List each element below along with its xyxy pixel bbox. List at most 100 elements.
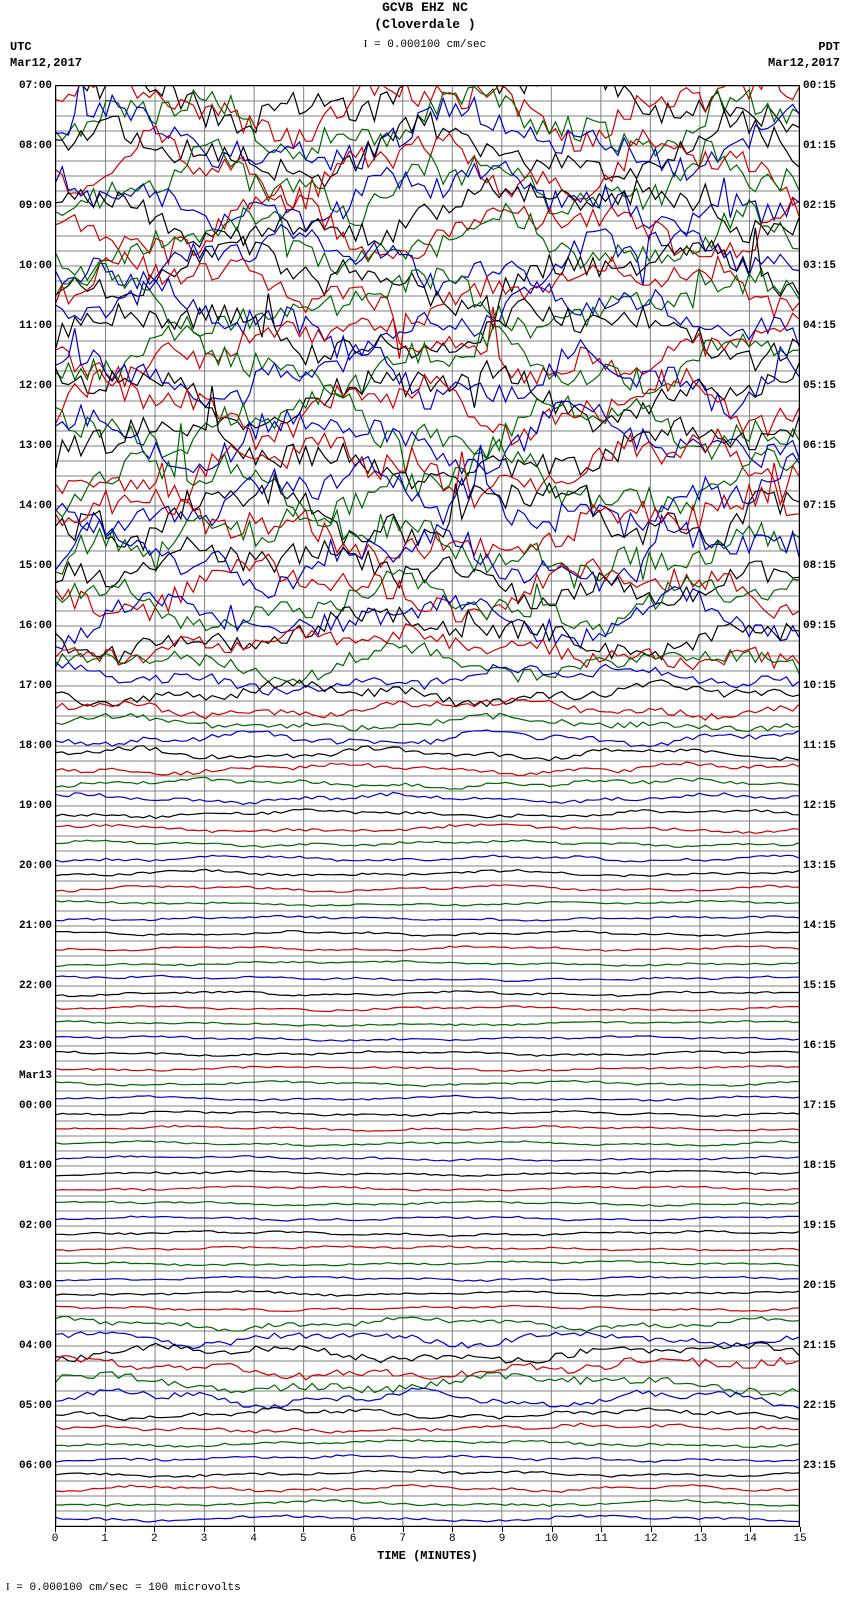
left-hour-label: 03:00: [8, 1280, 52, 1292]
seismic-trace: [56, 1372, 799, 1396]
right-hour-label: 01:15: [803, 140, 845, 152]
seismic-trace: [56, 1306, 799, 1312]
left-hour-label: 11:00: [8, 320, 52, 332]
x-tick: [502, 1527, 503, 1532]
left-hour-label: 17:00: [8, 680, 52, 692]
seismic-trace: [56, 294, 799, 371]
station-location: (Cloverdale ): [0, 17, 850, 34]
seismogram-container: GCVB EHZ NC (Cloverdale ) I = 0.000100 c…: [0, 0, 850, 1613]
seismic-trace: [56, 777, 799, 789]
seismic-trace: [56, 1455, 799, 1462]
right-hour-label: 14:15: [803, 920, 845, 932]
seismic-trace: [56, 1515, 799, 1522]
right-hour-label: 12:15: [803, 800, 845, 812]
right-hour-label: 07:15: [803, 500, 845, 512]
helicorder-plot: 07:0008:0009:0010:0011:0012:0013:0014:00…: [55, 85, 800, 1527]
seismic-trace: [56, 855, 799, 862]
right-hour-label: 08:15: [803, 560, 845, 572]
scale-note: I = 0.000100 cm/sec: [0, 38, 850, 51]
seismic-trace: [56, 662, 799, 695]
seismic-trace: [56, 1125, 799, 1131]
seismic-trace: [56, 570, 799, 635]
left-hour-label: 13:00: [8, 440, 52, 452]
seismic-trace: [56, 1156, 799, 1161]
left-timezone: UTC Mar12,2017: [10, 40, 82, 71]
seismic-trace: [56, 1407, 799, 1420]
seismic-trace: [56, 746, 799, 761]
seismic-trace: [56, 607, 799, 663]
x-tick: [701, 1527, 702, 1532]
x-tick: [55, 1527, 56, 1532]
seismic-trace: [56, 423, 799, 523]
seismic-trace: [56, 916, 799, 921]
x-tick: [601, 1527, 602, 1532]
left-hour-label: 12:00: [8, 380, 52, 392]
seismic-trace: [56, 1423, 799, 1433]
right-hour-label: 19:15: [803, 1220, 845, 1232]
left-hour-label: 02:00: [8, 1220, 52, 1232]
left-hour-label: 10:00: [8, 260, 52, 272]
seismic-trace: [56, 1291, 799, 1296]
left-tz-label: UTC: [10, 40, 82, 56]
seismic-trace: [56, 516, 799, 598]
left-hour-label: 22:00: [8, 980, 52, 992]
seismic-trace: [56, 869, 799, 876]
seismic-trace: [56, 1201, 799, 1206]
x-axis-label: TIME (MINUTES): [55, 1549, 800, 1563]
x-tick-label: 3: [201, 1533, 208, 1545]
left-hour-label: 09:00: [8, 200, 52, 212]
seismic-trace: [56, 1081, 799, 1087]
seismic-trace: [56, 87, 799, 160]
seismic-trace: [56, 792, 799, 804]
scale-text: = 0.000100 cm/sec: [374, 39, 486, 51]
seismic-trace: [56, 1171, 799, 1177]
right-hour-label: 18:15: [803, 1160, 845, 1172]
x-tick-label: 5: [300, 1533, 307, 1545]
x-axis: TIME (MINUTES) 0123456789101112131415: [55, 1527, 800, 1577]
x-tick: [254, 1527, 255, 1532]
left-hour-label: 00:00: [8, 1100, 52, 1112]
seismic-trace: [56, 1317, 799, 1332]
right-hour-label: 00:15: [803, 80, 845, 92]
left-hour-label: 04:00: [8, 1340, 52, 1352]
seismic-trace: [56, 200, 799, 280]
right-hour-label: 10:15: [803, 680, 845, 692]
seismic-trace: [56, 1216, 799, 1221]
seismic-trace: [56, 1051, 799, 1056]
left-hour-label: 08:00: [8, 140, 52, 152]
seismic-trace: [56, 1186, 799, 1191]
left-hour-label: 14:00: [8, 500, 52, 512]
seismic-trace: [56, 1261, 799, 1266]
right-hour-label: 21:15: [803, 1340, 845, 1352]
x-tick-label: 9: [499, 1533, 506, 1545]
right-tz-label: PDT: [768, 40, 840, 56]
seismic-trace: [56, 885, 799, 893]
right-hour-label: 16:15: [803, 1040, 845, 1052]
left-hour-label: 06:00: [8, 1460, 52, 1472]
left-hour-label: 07:00: [8, 80, 52, 92]
right-timezone: PDT Mar12,2017: [768, 40, 840, 71]
helicorder-svg: [56, 86, 799, 1526]
right-hour-label: 03:15: [803, 260, 845, 272]
right-hour-label: 23:15: [803, 1460, 845, 1472]
x-tick-label: 11: [595, 1533, 608, 1545]
seismic-trace: [56, 946, 799, 951]
seismic-trace: [56, 1231, 799, 1237]
footer-text: = 0.000100 cm/sec = 100 microvolts: [16, 1582, 240, 1594]
x-tick: [105, 1527, 106, 1532]
seismic-trace: [56, 185, 799, 263]
seismic-trace: [56, 1111, 799, 1117]
seismic-trace: [56, 1141, 799, 1146]
x-tick: [204, 1527, 205, 1532]
right-hour-label: 20:15: [803, 1280, 845, 1292]
right-hour-label: 04:15: [803, 320, 845, 332]
seismic-trace: [56, 1021, 799, 1026]
x-tick: [452, 1527, 453, 1532]
x-tick-label: 14: [744, 1533, 757, 1545]
x-tick: [750, 1527, 751, 1532]
x-tick-label: 7: [399, 1533, 406, 1545]
x-tick: [403, 1527, 404, 1532]
seismic-trace: [56, 385, 799, 474]
x-tick-label: 1: [101, 1533, 108, 1545]
x-tick: [303, 1527, 304, 1532]
